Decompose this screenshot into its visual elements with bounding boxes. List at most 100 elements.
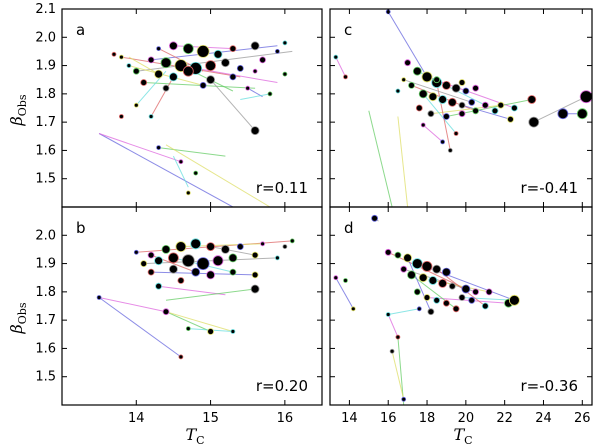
- data-point: [472, 107, 480, 115]
- data-point: [438, 95, 448, 104]
- panel-b-r-value: r=0.20: [256, 377, 308, 395]
- data-point: [462, 87, 470, 95]
- data-point: [220, 58, 230, 68]
- data-point: [421, 260, 433, 272]
- data-point: [267, 91, 273, 97]
- data-point: [333, 275, 339, 281]
- data-point: [206, 242, 216, 252]
- data-point: [220, 244, 230, 254]
- data-point: [154, 256, 164, 266]
- data-point: [497, 101, 505, 109]
- data-point: [282, 40, 288, 46]
- series-line: [210, 246, 256, 256]
- data-point: [168, 41, 178, 51]
- data-point: [251, 251, 259, 259]
- ylabel-lower: βObs: [7, 302, 29, 334]
- data-point: [423, 294, 431, 301]
- ytick-label: 1.7: [35, 115, 56, 130]
- data-point: [245, 85, 251, 91]
- panel-d-letter: d: [344, 219, 354, 237]
- xlabel-symbol-right: T: [453, 425, 465, 444]
- data-point: [111, 51, 117, 57]
- xlabel-right: TC: [453, 425, 472, 447]
- data-point: [230, 329, 236, 334]
- series-line: [158, 147, 226, 157]
- data-point: [185, 326, 191, 332]
- data-point: [441, 267, 451, 277]
- xtick-label: 14: [128, 411, 145, 426]
- data-point: [236, 243, 244, 251]
- data-point: [441, 81, 451, 90]
- data-point: [181, 254, 195, 268]
- data-point: [259, 56, 267, 64]
- data-point: [213, 49, 223, 59]
- data-point: [229, 73, 237, 81]
- data-point: [442, 113, 450, 120]
- data-point: [126, 63, 132, 68]
- data-point: [168, 72, 178, 82]
- series-line: [143, 82, 256, 89]
- data-point: [458, 101, 466, 109]
- series-line: [240, 93, 271, 100]
- data-point: [350, 306, 356, 312]
- data-point: [403, 253, 413, 263]
- ytick-label: 1.8: [35, 87, 56, 102]
- data-point: [140, 260, 148, 268]
- ytick-label: 2.0: [35, 228, 56, 243]
- series-line: [403, 79, 472, 103]
- data-point: [343, 278, 348, 283]
- panels-layer: 1.51.61.71.81.92.02.1ar=0.11cr=-0.411.51…: [35, 2, 593, 426]
- data-point: [418, 273, 428, 283]
- data-point: [155, 282, 163, 290]
- series-line: [98, 133, 234, 207]
- data-point: [133, 249, 139, 255]
- data-point: [282, 71, 288, 77]
- data-point: [452, 305, 460, 313]
- data-point: [428, 276, 438, 285]
- series-line: [210, 79, 256, 131]
- data-point: [407, 270, 416, 280]
- ytick-label: 1.5: [35, 172, 56, 187]
- data-point: [432, 264, 442, 274]
- data-point: [250, 41, 260, 51]
- data-point: [411, 258, 423, 270]
- data-point: [167, 252, 179, 264]
- data-point: [148, 114, 154, 119]
- data-point: [250, 284, 260, 294]
- data-point: [178, 159, 184, 165]
- data-point: [427, 110, 435, 118]
- data-point: [96, 295, 102, 300]
- data-point: [408, 82, 415, 89]
- panel-a-frame: [61, 8, 323, 208]
- data-point: [289, 238, 295, 244]
- data-point: [156, 46, 162, 51]
- data-point: [400, 265, 408, 273]
- series-line: [165, 311, 211, 332]
- series-line: [128, 65, 204, 86]
- data-point: [251, 271, 259, 279]
- data-point: [509, 294, 520, 306]
- data-point: [461, 284, 471, 294]
- ylabel-symbol: β: [7, 116, 26, 126]
- data-point: [185, 190, 191, 196]
- series-line: [335, 277, 354, 310]
- panel-a-letter: a: [76, 21, 85, 39]
- xlabel-subscript: C: [196, 434, 204, 447]
- data-point: [447, 147, 453, 153]
- data-point: [438, 278, 448, 288]
- data-point: [384, 248, 392, 256]
- data-point: [160, 57, 172, 69]
- series-line: [128, 56, 159, 75]
- xtick-label: 24: [535, 411, 552, 426]
- ytick-label: 1.8: [35, 285, 56, 300]
- data-point: [416, 306, 422, 312]
- ylabel-subscript-lower: Obs: [16, 302, 29, 324]
- data-point: [395, 88, 401, 94]
- data-point: [507, 115, 514, 123]
- xtick-label: 15: [202, 411, 219, 426]
- xtick-label: 20: [458, 411, 475, 426]
- data-point: [421, 71, 433, 83]
- data-point: [468, 98, 476, 106]
- data-point: [274, 49, 280, 54]
